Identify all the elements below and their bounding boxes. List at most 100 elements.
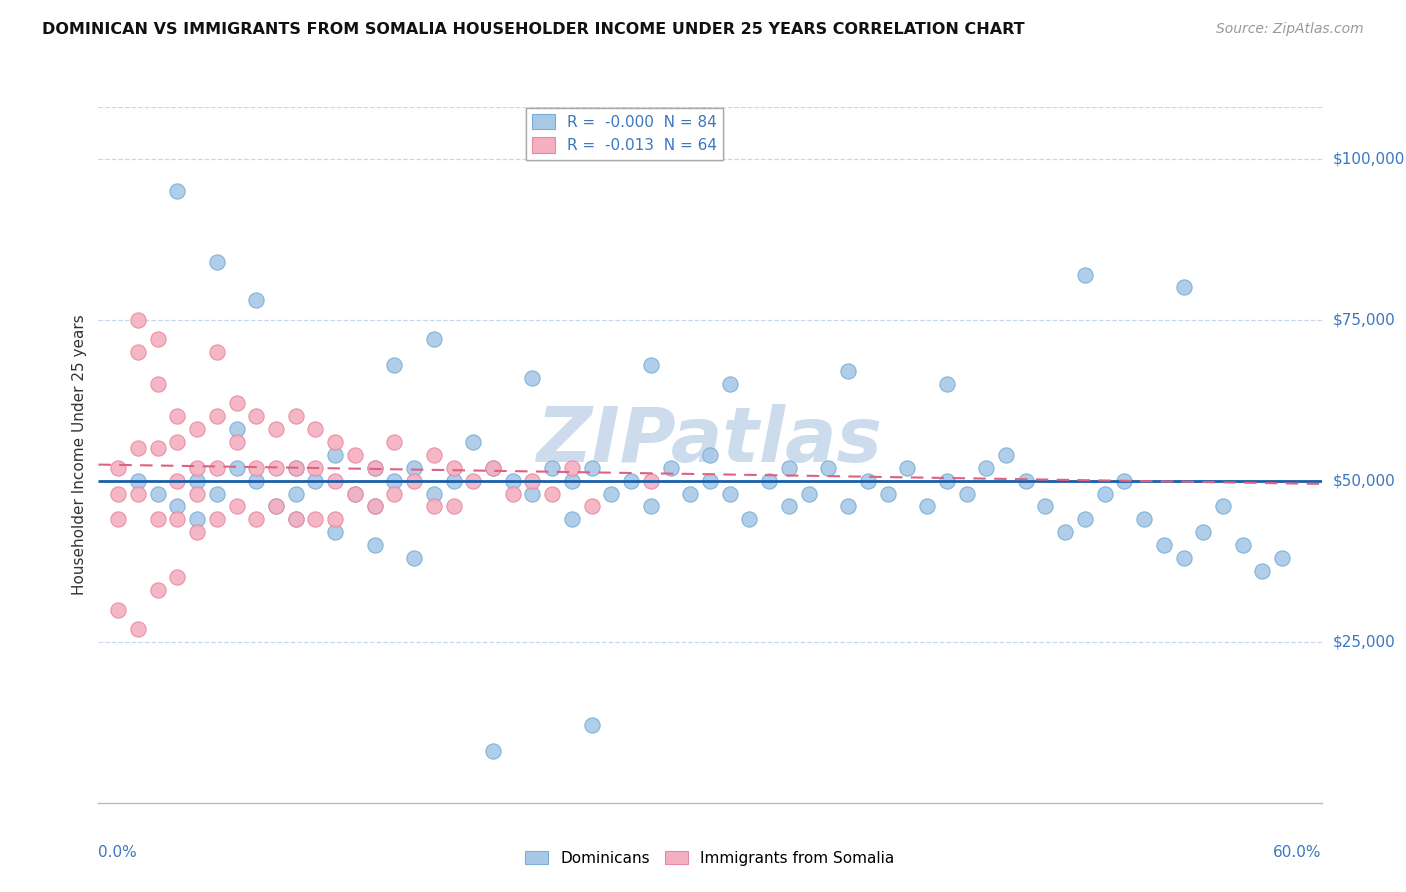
Point <box>522 474 544 488</box>
Point <box>581 460 603 475</box>
Point <box>404 551 426 566</box>
Point <box>166 512 188 526</box>
Point <box>404 474 426 488</box>
Point <box>304 422 326 436</box>
Point <box>522 486 544 500</box>
Point <box>1035 500 1057 514</box>
Point <box>423 332 446 346</box>
Point <box>127 312 149 326</box>
Point <box>738 512 761 526</box>
Point <box>166 474 188 488</box>
Point <box>205 254 228 268</box>
Point <box>186 512 208 526</box>
Y-axis label: Householder Income Under 25 years: Householder Income Under 25 years <box>72 315 87 595</box>
Point <box>107 460 129 475</box>
Point <box>502 486 524 500</box>
Point <box>915 500 938 514</box>
Point <box>443 474 465 488</box>
Point <box>166 570 188 584</box>
Point <box>304 460 326 475</box>
Point <box>1271 551 1294 566</box>
Point <box>640 474 662 488</box>
Point <box>225 396 247 410</box>
Point <box>581 500 603 514</box>
Point <box>443 500 465 514</box>
Point <box>1094 486 1116 500</box>
Point <box>127 344 149 359</box>
Point <box>541 460 564 475</box>
Point <box>186 525 208 540</box>
Point <box>837 364 859 378</box>
Point <box>382 474 405 488</box>
Point <box>482 744 505 758</box>
Point <box>127 486 149 500</box>
Point <box>502 474 524 488</box>
Point <box>1153 538 1175 552</box>
Point <box>699 448 721 462</box>
Point <box>561 512 583 526</box>
Text: 0.0%: 0.0% <box>98 845 138 860</box>
Text: $100,000: $100,000 <box>1333 151 1405 166</box>
Point <box>186 460 208 475</box>
Point <box>482 460 505 475</box>
Point <box>856 474 879 488</box>
Point <box>127 474 149 488</box>
Point <box>284 460 307 475</box>
Point <box>323 512 346 526</box>
Point <box>561 460 583 475</box>
Point <box>1133 512 1156 526</box>
Point <box>323 525 346 540</box>
Point <box>581 718 603 732</box>
Point <box>323 448 346 462</box>
Point <box>876 486 898 500</box>
Point <box>264 460 287 475</box>
Point <box>264 500 287 514</box>
Point <box>1015 474 1038 488</box>
Point <box>284 409 307 424</box>
Point <box>343 486 366 500</box>
Point <box>225 460 247 475</box>
Point <box>264 500 287 514</box>
Point <box>186 474 208 488</box>
Point <box>935 474 957 488</box>
Point <box>718 377 741 392</box>
Point <box>620 474 643 488</box>
Point <box>1074 512 1097 526</box>
Point <box>146 583 169 598</box>
Point <box>146 512 169 526</box>
Point <box>323 474 346 488</box>
Point <box>778 500 800 514</box>
Point <box>561 474 583 488</box>
Point <box>186 486 208 500</box>
Point <box>363 460 385 475</box>
Point <box>1114 474 1136 488</box>
Point <box>225 422 247 436</box>
Point <box>205 344 228 359</box>
Point <box>107 602 129 616</box>
Point <box>146 332 169 346</box>
Point <box>127 442 149 456</box>
Point <box>1232 538 1254 552</box>
Point <box>166 435 188 450</box>
Point <box>659 460 682 475</box>
Point <box>679 486 702 500</box>
Point <box>245 474 267 488</box>
Point <box>463 474 485 488</box>
Point <box>186 422 208 436</box>
Point <box>304 474 326 488</box>
Point <box>463 435 485 450</box>
Point <box>758 474 780 488</box>
Point <box>1192 525 1215 540</box>
Point <box>382 358 405 372</box>
Point <box>423 448 446 462</box>
Point <box>640 500 662 514</box>
Point <box>146 486 169 500</box>
Point <box>1173 280 1195 294</box>
Point <box>166 500 188 514</box>
Point <box>935 377 957 392</box>
Point <box>817 460 839 475</box>
Point <box>127 622 149 636</box>
Point <box>382 435 405 450</box>
Point <box>264 422 287 436</box>
Point <box>343 486 366 500</box>
